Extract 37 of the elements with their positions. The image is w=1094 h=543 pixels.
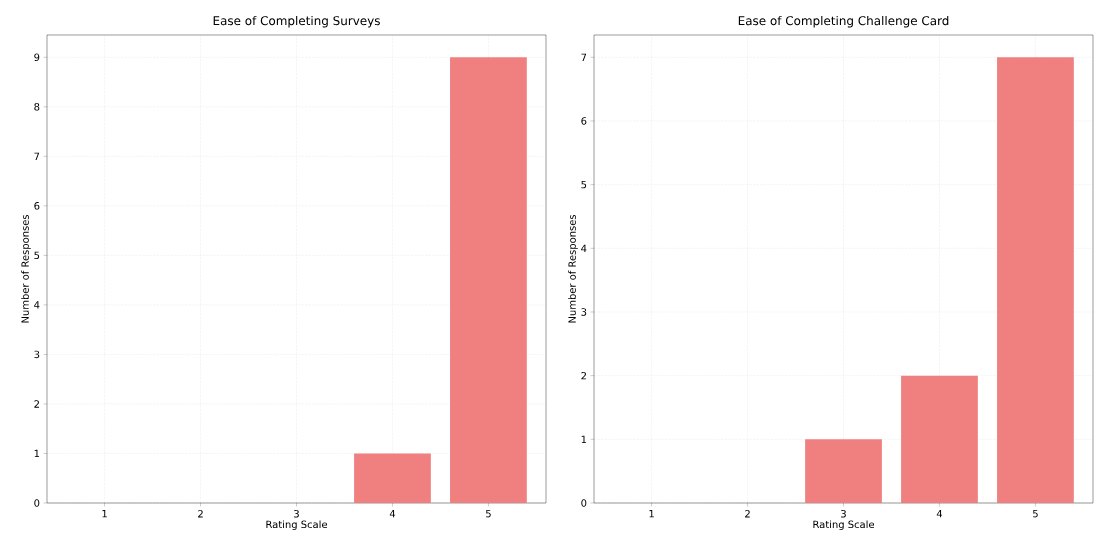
y-tick-label: 4 bbox=[581, 244, 587, 252]
x-tick-label: 4 bbox=[389, 510, 396, 518]
x-axis-title: Rating Scale bbox=[266, 520, 328, 531]
bar bbox=[805, 439, 882, 503]
y-tick-label: 1 bbox=[581, 435, 587, 443]
y-tick-label: 4 bbox=[34, 301, 40, 309]
y-tick-label: 7 bbox=[34, 152, 40, 160]
x-tick-label: 1 bbox=[102, 510, 107, 518]
y-tick-label: 5 bbox=[581, 180, 587, 189]
x-tick-label: 3 bbox=[294, 510, 299, 518]
x-tick-label: 5 bbox=[486, 510, 491, 518]
y-tick-label: 1 bbox=[34, 449, 40, 458]
y-tick-label: 3 bbox=[581, 308, 587, 316]
y-tick-label: 0 bbox=[34, 499, 40, 507]
x-tick-label: 4 bbox=[936, 510, 943, 518]
x-tick-label: 2 bbox=[745, 510, 750, 518]
y-axis-title: Number of Responses bbox=[568, 214, 578, 323]
y-tick-label: 8 bbox=[34, 103, 40, 111]
y-tick-label: 0 bbox=[581, 499, 587, 507]
x-axis-title: Rating Scale bbox=[813, 520, 875, 531]
x-tick-label: 3 bbox=[841, 510, 846, 518]
bar bbox=[997, 57, 1074, 503]
chart-title: Ease of Completing Challenge Card bbox=[738, 15, 949, 28]
y-tick-label: 6 bbox=[34, 202, 40, 210]
y-tick-label: 5 bbox=[34, 251, 40, 260]
x-tick-label: 2 bbox=[198, 510, 203, 518]
y-tick-label: 6 bbox=[581, 117, 587, 125]
y-tick-label: 9 bbox=[34, 53, 40, 62]
y-tick-label: 2 bbox=[34, 400, 39, 408]
chart-title: Ease of Completing Surveys bbox=[213, 15, 380, 28]
y-axis-title: Number of Responses bbox=[21, 214, 31, 323]
y-tick-label: 2 bbox=[581, 371, 586, 380]
bar bbox=[901, 375, 978, 503]
x-tick-label: 1 bbox=[649, 510, 654, 518]
y-tick-label: 3 bbox=[34, 350, 40, 359]
y-tick-label: 7 bbox=[581, 53, 587, 61]
x-tick-label: 5 bbox=[1033, 510, 1038, 518]
